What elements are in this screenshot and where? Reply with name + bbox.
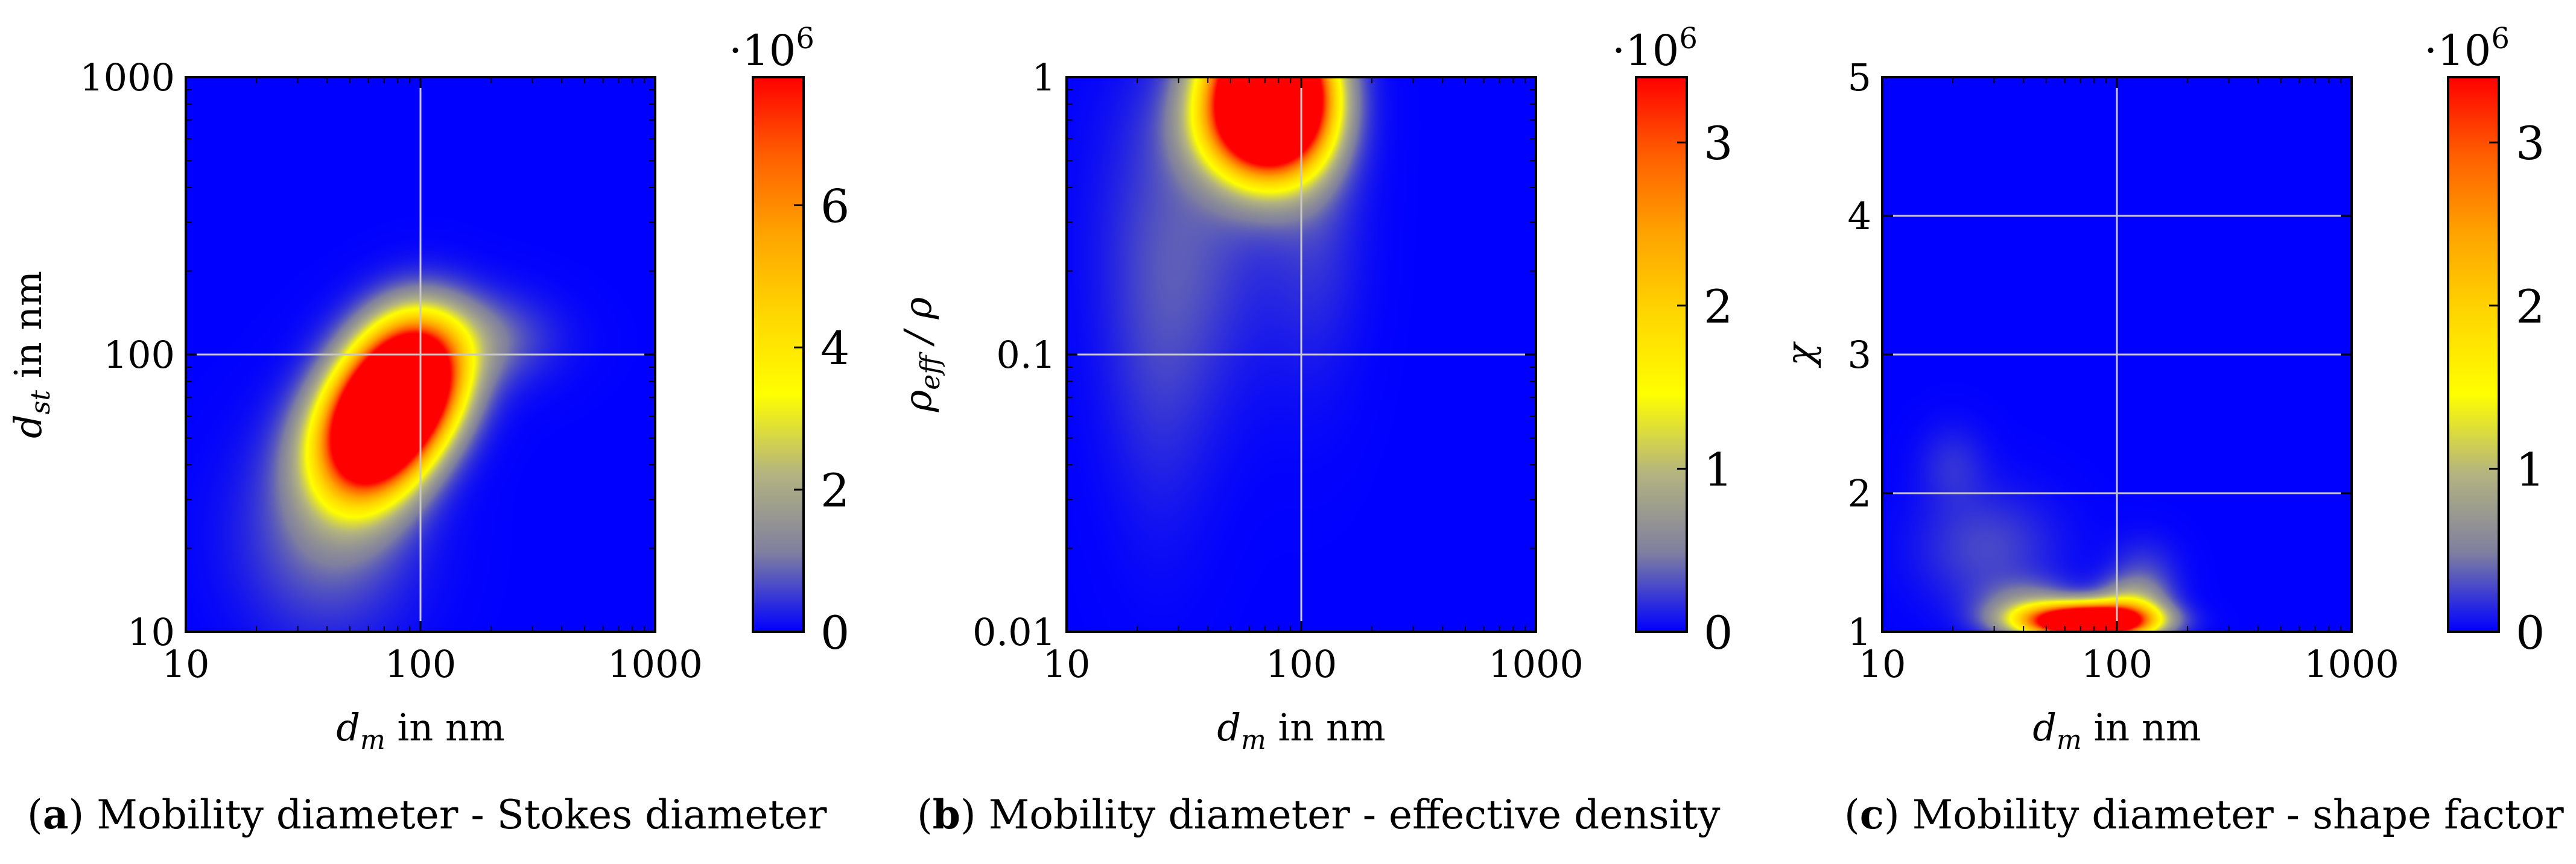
x-axis-label: dm in nm: [1217, 705, 1385, 755]
colorbar-tick-label: 4: [820, 321, 849, 375]
caption-c: (c) Mobility diameter - shape factor: [1844, 791, 2564, 838]
colorbar-tick-label: 2: [1704, 280, 1733, 333]
colorbar-tick-label: 2: [820, 464, 849, 517]
colorbar-b: [1635, 76, 1688, 633]
colorbar-tick-label: 3: [1704, 116, 1733, 170]
x-tick-label: 100: [385, 642, 456, 686]
panel-b: 10 100 1000 0.01 0.1 1 dm in nm ρeff / ρ 0 1 2 3·10…: [896, 22, 1733, 755]
colorbar-tick-label: 1: [1704, 443, 1733, 496]
caption-b-letter: b: [932, 791, 960, 838]
colorbar-multiplier: ·106: [1612, 22, 1698, 75]
y-tick-label: 10: [127, 610, 175, 654]
x-tick-label: 1000: [2304, 642, 2399, 686]
y-tick-label: 0.01: [972, 610, 1056, 654]
colorbar-tick-label: 2: [2516, 280, 2545, 333]
colorbar-c: [2447, 76, 2500, 633]
x-axis-label: dm in nm: [336, 705, 504, 755]
y-tick-label: 3: [1848, 333, 1871, 377]
colorbar-tick-label: 0: [1704, 606, 1733, 660]
y-tick-label: 1000: [80, 55, 175, 99]
y-axis-label: χ: [1778, 341, 1822, 368]
y-tick-label: 1: [1848, 610, 1871, 654]
colorbar-tick-label: 6: [820, 179, 849, 233]
caption-b: (b) Mobility diameter - effective densit…: [917, 791, 1721, 838]
caption-c-letter: c: [1859, 791, 1884, 838]
caption-c-text: Mobility diameter - shape factor: [1912, 792, 2564, 838]
y-axis-label: ρeff / ρ: [896, 297, 946, 412]
caption-a: (a) Mobility diameter - Stokes diameter: [27, 791, 827, 838]
y-axis-label: dst in nm: [6, 271, 56, 438]
colorbar-a: [752, 76, 805, 633]
y-tick-label: 5: [1848, 55, 1871, 99]
x-tick-label: 1000: [608, 642, 703, 686]
colorbar-multiplier: ·106: [729, 22, 814, 75]
y-tick-label: 0.1: [996, 333, 1056, 377]
colorbar-tick-label: 0: [2516, 606, 2545, 660]
colorbar-tick-label: 0: [820, 606, 849, 660]
y-tick-label: 100: [104, 333, 175, 377]
colorbar-multiplier: ·106: [2424, 22, 2510, 75]
x-tick-label: 10: [1859, 642, 1906, 686]
y-tick-label: 2: [1848, 471, 1871, 516]
x-tick-label: 10: [1043, 642, 1091, 686]
x-tick-label: 1000: [1488, 642, 1584, 686]
x-tick-label: 100: [1266, 642, 1337, 686]
caption-a-text: Mobility diameter - Stokes diameter: [97, 792, 827, 838]
x-tick-label: 100: [2081, 642, 2152, 686]
panel-a: 10 100 1000 10 100 1000 dm in nm dst in nm 0 2 4 6 ·…: [6, 22, 849, 755]
colorbar-tick-label: 1: [2516, 443, 2545, 496]
caption-a-letter: a: [42, 791, 69, 838]
y-tick-label: 4: [1848, 194, 1871, 238]
caption-b-text: Mobility diameter - effective density: [988, 792, 1721, 838]
x-tick-label: 10: [162, 642, 210, 686]
y-tick-label: 1: [1032, 55, 1056, 99]
x-axis-label: dm in nm: [2032, 705, 2201, 755]
colorbar-tick-label: 3: [2516, 116, 2545, 170]
